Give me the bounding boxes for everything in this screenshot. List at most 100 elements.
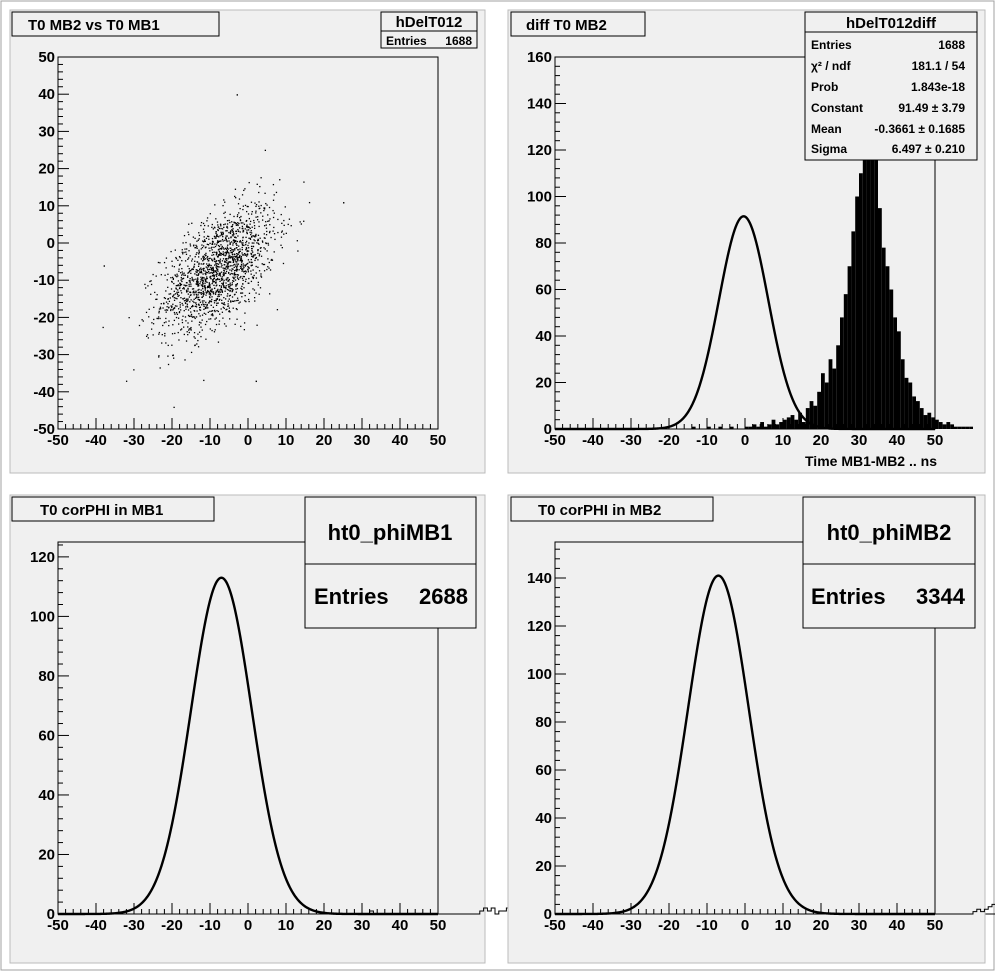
scatter-point <box>208 235 210 238</box>
scatter-point <box>217 229 219 232</box>
scatter-point <box>207 285 209 288</box>
scatter-point <box>176 305 178 307</box>
scatter-point <box>213 280 215 283</box>
scatter-point <box>252 256 254 258</box>
scatter-point <box>228 286 230 288</box>
scatter-point <box>225 309 227 311</box>
histogram-bar <box>840 317 844 429</box>
scatter-point <box>225 235 227 237</box>
histogram-bar <box>802 422 806 429</box>
scatter-point <box>233 222 235 224</box>
scatter-point <box>234 273 236 276</box>
scatter-point <box>182 273 184 275</box>
scatter-point <box>243 271 245 273</box>
scatter-point <box>233 264 235 266</box>
scatter-point <box>188 329 190 331</box>
scatter-point <box>239 259 241 262</box>
histogram-bar <box>927 412 932 429</box>
scatter-point <box>204 284 206 287</box>
scatter-point <box>214 243 216 245</box>
scatter-point <box>230 256 233 258</box>
scatter-point <box>223 302 225 304</box>
scatter-point <box>280 231 283 233</box>
scatter-point <box>205 266 207 268</box>
y-tick-label: 100 <box>527 189 552 206</box>
scatter-point <box>251 261 253 264</box>
scatter-point <box>200 267 202 269</box>
scatter-point <box>194 247 196 249</box>
scatter-point <box>220 294 222 296</box>
scatter-point <box>221 245 223 248</box>
scatter-point <box>222 284 224 286</box>
scatter-point <box>259 287 262 289</box>
scatter-point <box>184 260 187 262</box>
histogram-bar <box>783 419 787 429</box>
histogram-bar <box>878 208 882 429</box>
scatter-point <box>235 232 237 235</box>
scatter-point <box>204 285 206 288</box>
scatter-point <box>204 303 206 306</box>
scatter-point <box>266 204 268 206</box>
scatter-point <box>187 290 189 292</box>
scatter-point <box>203 277 205 279</box>
scatter-point <box>220 227 222 230</box>
scatter-point <box>232 261 235 263</box>
scatter-point <box>255 216 257 218</box>
scatter-point <box>217 249 220 251</box>
scatter-point <box>213 277 216 279</box>
histogram-bar <box>881 247 886 429</box>
scatter-point <box>250 232 253 234</box>
scatter-point <box>201 246 204 249</box>
scatter-point <box>199 268 201 270</box>
scatter-point <box>238 241 241 243</box>
histogram-bar <box>919 408 924 429</box>
scatter-point <box>214 264 216 266</box>
scatter-point <box>223 307 225 309</box>
x-tick-label: 50 <box>927 917 944 934</box>
scatter-point <box>204 287 206 290</box>
scatter-point <box>187 326 189 328</box>
scatter-point <box>209 328 211 330</box>
scatter-point <box>207 268 209 271</box>
scatter-point <box>236 263 238 265</box>
scatter-point <box>223 272 226 274</box>
scatter-point <box>248 237 250 239</box>
scatter-point <box>163 322 166 324</box>
scatter-point <box>280 213 282 216</box>
scatter-point <box>204 278 206 280</box>
scatter-point <box>195 274 198 276</box>
scatter-point <box>182 277 185 280</box>
scatter-point <box>189 245 192 247</box>
scatter-point <box>225 238 227 241</box>
scatter-point <box>231 273 234 275</box>
scatter-point <box>207 290 209 292</box>
scatter-point <box>187 322 189 324</box>
scatter-point <box>204 289 206 291</box>
scatter-point <box>193 278 195 281</box>
scatter-point <box>223 286 225 289</box>
x-tick-label: 10 <box>775 917 792 934</box>
scatter-point <box>235 273 237 276</box>
scatter-point <box>220 244 222 246</box>
scatter-point <box>209 289 212 291</box>
scatter-point <box>194 305 196 308</box>
scatter-point <box>251 235 253 238</box>
scatter-point <box>208 284 210 286</box>
scatter-point <box>202 273 204 275</box>
scatter-point <box>261 240 264 242</box>
scatter-point <box>203 258 205 260</box>
scatter-point <box>219 223 222 226</box>
scatter-point <box>215 271 218 273</box>
scatter-point <box>201 314 204 316</box>
scatter-point <box>245 278 247 280</box>
scatter-point <box>245 271 247 273</box>
scatter-point <box>179 304 181 306</box>
scatter-point <box>236 253 238 255</box>
scatter-point <box>242 279 244 281</box>
scatter-point <box>246 225 248 227</box>
scatter-point <box>228 307 231 309</box>
scatter-point <box>235 237 237 239</box>
scatter-point <box>205 255 207 257</box>
scatter-point <box>245 247 248 249</box>
